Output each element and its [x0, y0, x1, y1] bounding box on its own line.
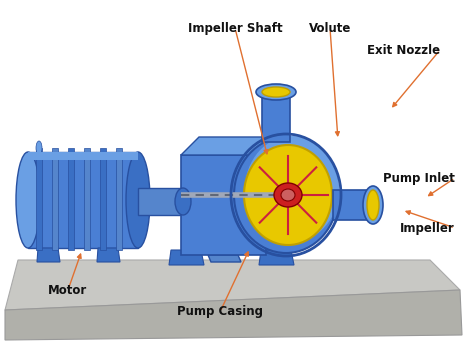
Polygon shape — [52, 148, 58, 250]
Text: Impeller: Impeller — [400, 221, 455, 235]
FancyBboxPatch shape — [28, 152, 138, 160]
Ellipse shape — [175, 188, 191, 215]
Text: Impeller Shaft: Impeller Shaft — [188, 22, 283, 34]
Polygon shape — [36, 148, 42, 250]
Polygon shape — [5, 290, 462, 340]
Text: Pump Casing: Pump Casing — [177, 305, 263, 319]
Ellipse shape — [16, 152, 40, 248]
FancyBboxPatch shape — [138, 188, 183, 215]
FancyBboxPatch shape — [262, 92, 290, 142]
Text: Pump Inlet: Pump Inlet — [383, 171, 455, 185]
Polygon shape — [100, 148, 106, 250]
Polygon shape — [37, 248, 60, 262]
Polygon shape — [116, 148, 122, 250]
Polygon shape — [5, 260, 460, 310]
Ellipse shape — [36, 141, 42, 155]
Ellipse shape — [262, 87, 290, 97]
Ellipse shape — [363, 186, 383, 224]
Ellipse shape — [234, 137, 338, 253]
Polygon shape — [169, 250, 204, 265]
Text: Motor: Motor — [48, 283, 88, 296]
FancyBboxPatch shape — [333, 190, 373, 220]
Ellipse shape — [244, 145, 332, 245]
Ellipse shape — [256, 84, 296, 100]
Polygon shape — [97, 248, 120, 262]
Polygon shape — [181, 137, 284, 155]
Polygon shape — [28, 152, 138, 248]
Ellipse shape — [126, 152, 150, 248]
Text: Volute: Volute — [309, 22, 351, 34]
Ellipse shape — [367, 190, 379, 220]
Polygon shape — [84, 148, 90, 250]
Polygon shape — [68, 148, 74, 250]
Polygon shape — [208, 255, 241, 262]
Ellipse shape — [281, 189, 295, 201]
Ellipse shape — [245, 136, 339, 242]
Polygon shape — [259, 250, 294, 265]
Ellipse shape — [274, 183, 302, 207]
Text: Exit Nozzle: Exit Nozzle — [367, 43, 440, 57]
Polygon shape — [181, 155, 266, 255]
